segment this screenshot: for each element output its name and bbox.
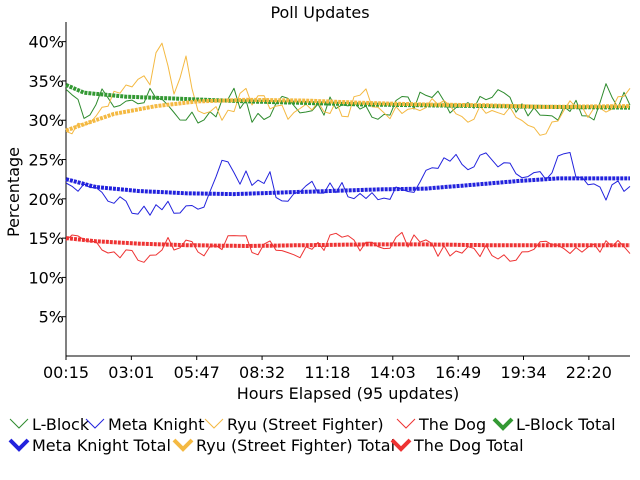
legend: L-Block Meta Knight Ryu (Street Fighter) Th…: [8, 415, 616, 455]
legend-swatch: [204, 418, 224, 429]
x-tick-label: 16:49: [435, 363, 481, 382]
x-tick-label: 08:32: [239, 363, 285, 382]
series-line-meta-knight: [65, 152, 631, 216]
y-tick-label: 30%: [28, 111, 64, 130]
legend-swatch: [8, 438, 30, 452]
legend-label: Meta Knight Total: [32, 436, 171, 455]
series-line-meta-knight-total: [65, 176, 630, 197]
x-tick-label: 22:20: [566, 363, 612, 382]
x-tick-label: 19:34: [500, 363, 546, 382]
y-tick-label: 20%: [28, 190, 64, 209]
x-tick-label: 11:18: [304, 363, 350, 382]
x-tick-label: 03:01: [108, 363, 154, 382]
legend-label: Ryu (Street Fighter) Total: [196, 436, 395, 455]
y-tick-label: 35%: [28, 72, 64, 91]
y-axis-title: Percentage: [4, 147, 23, 237]
legend-label: L-Block: [32, 415, 90, 434]
x-tick-label: 05:47: [174, 363, 220, 382]
legend-label: Meta Knight: [108, 415, 204, 434]
series-line-ryu-street-fighter-total: [65, 97, 630, 133]
y-tick-label: 10%: [28, 268, 64, 287]
legend-label: Ryu (Street Fighter): [227, 415, 384, 434]
legend-swatch: [390, 438, 412, 452]
y-tick-label: 40%: [28, 33, 64, 52]
y-axis: 5% 10% 15% 20% 25% 30% 35% 40%: [28, 22, 67, 356]
x-axis-title: Hours Elapsed (95 updates): [237, 384, 460, 403]
legend-swatch: [396, 418, 416, 429]
legend-label: The Dog: [418, 415, 486, 434]
legend-label: L-Block Total: [516, 415, 616, 434]
legend-swatch: [9, 418, 29, 429]
series-line-the-dog: [65, 231, 631, 263]
series-line-l-block-total: [65, 83, 631, 110]
series-line-the-dog-total: [65, 236, 630, 248]
x-tick-label: 00:15: [43, 363, 89, 382]
legend-swatch: [172, 438, 194, 452]
chart-title: Poll Updates: [270, 3, 369, 22]
y-tick-label: 15%: [28, 229, 64, 248]
x-axis: 00:15 03:01 05:47 08:32 11:18 14:03 16:49 19:34…: [43, 355, 630, 382]
legend-label: The Dog Total: [413, 436, 524, 455]
legend-swatch: [85, 418, 105, 429]
y-tick-label: 5%: [39, 308, 64, 327]
series-line-ryu-street-fighter-: [65, 42, 631, 136]
plot-area: [65, 42, 631, 263]
legend-swatch: [492, 417, 514, 431]
y-tick-label: 25%: [28, 151, 64, 170]
x-tick-label: 14:03: [370, 363, 416, 382]
